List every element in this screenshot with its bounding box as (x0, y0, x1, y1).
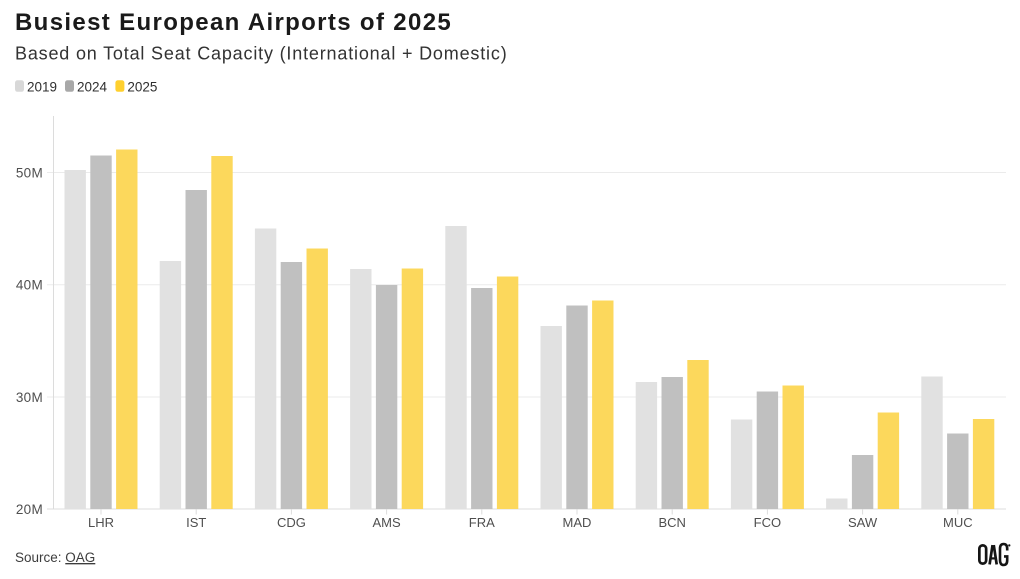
svg-text:30M: 30M (16, 390, 43, 405)
svg-text:SAW: SAW (848, 515, 878, 530)
svg-text:Source: OAG: Source: OAG (15, 550, 95, 565)
svg-text:IST: IST (186, 515, 206, 530)
svg-text:LHR: LHR (88, 515, 114, 530)
svg-text:Based on Total Seat Capacity (: Based on Total Seat Capacity (Internatio… (15, 44, 508, 64)
svg-text:20M: 20M (16, 502, 43, 517)
svg-text:AMS: AMS (373, 515, 402, 530)
svg-text:CDG: CDG (277, 515, 306, 530)
svg-text:40M: 40M (16, 278, 43, 293)
svg-text:50M: 50M (16, 165, 43, 180)
svg-text:MUC: MUC (943, 515, 973, 530)
svg-text:2025: 2025 (127, 79, 157, 94)
svg-text:BCN: BCN (658, 515, 685, 530)
svg-text:Busiest European Airports of 2: Busiest European Airports of 2025 (15, 9, 452, 36)
svg-text:2019: 2019 (27, 79, 57, 94)
svg-text:MAD: MAD (563, 515, 592, 530)
svg-text:2024: 2024 (77, 79, 108, 94)
svg-text:FRA: FRA (469, 515, 495, 530)
svg-text:FCO: FCO (754, 515, 781, 530)
